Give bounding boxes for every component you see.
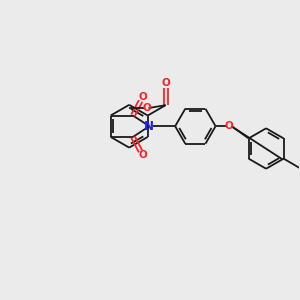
Text: N: N	[144, 120, 154, 133]
Text: O: O	[138, 92, 147, 103]
Text: O: O	[225, 121, 233, 131]
Text: O: O	[161, 77, 170, 88]
Text: O: O	[138, 150, 147, 160]
Text: O: O	[142, 103, 151, 113]
